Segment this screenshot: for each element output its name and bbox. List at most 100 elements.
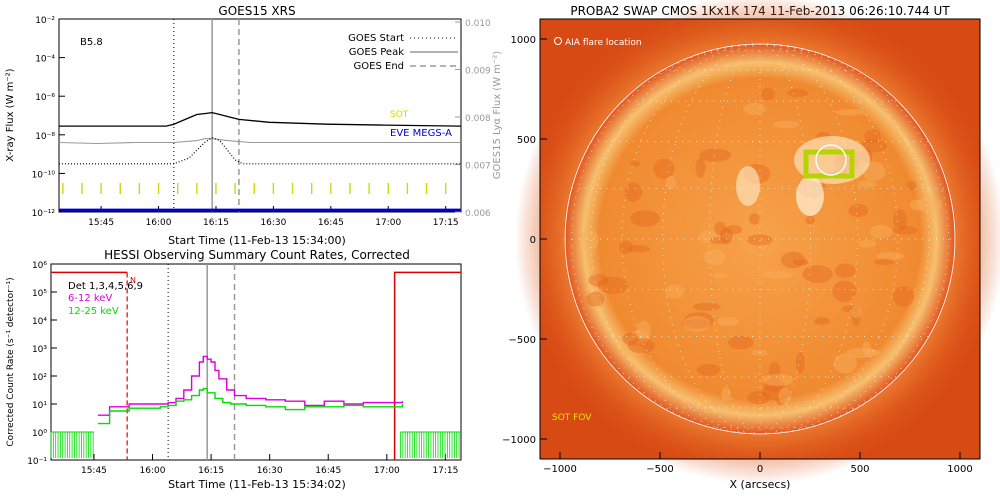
surface-patch	[862, 341, 871, 357]
surface-patch	[778, 386, 792, 405]
goes-rtick-label: 0.009	[465, 67, 491, 77]
surface-patch	[696, 363, 721, 376]
surface-patch	[695, 157, 706, 178]
surface-patch	[795, 352, 805, 374]
surface-patch	[833, 353, 858, 374]
sun-ytick-label: 1000	[511, 35, 536, 46]
surface-patch	[720, 227, 733, 245]
goes-ytick-label: 10⁻¹⁰	[32, 170, 56, 180]
surface-patch	[747, 391, 771, 405]
surface-patch	[906, 180, 917, 191]
surface-patch	[873, 258, 896, 265]
surface-patch	[630, 210, 661, 227]
surface-patch	[701, 397, 713, 415]
goes-rtick-label: 0.006	[465, 209, 491, 219]
surface-patch	[773, 120, 800, 129]
hessi-series-layer	[50, 264, 461, 460]
surface-patch	[683, 315, 711, 332]
goes-plot-frame	[58, 18, 462, 213]
goes-rtick-label: 0.010	[465, 19, 491, 29]
surface-patch	[728, 335, 754, 350]
surface-patch	[653, 158, 675, 180]
goes-ytick-label: 10⁻²	[35, 16, 55, 26]
longitude-line	[709, 43, 761, 435]
surface-patch	[721, 386, 731, 401]
surface-patch	[776, 397, 786, 405]
hessi-ytick-label: 10⁵	[32, 289, 47, 299]
hessi-xtick-label: 16:15	[198, 466, 224, 476]
surface-patch	[703, 248, 725, 266]
surface-patch	[802, 265, 833, 284]
surface-patch	[860, 139, 887, 153]
hessi-xtick-label: 16:00	[140, 466, 166, 476]
sun-surface-texture	[579, 63, 943, 415]
hessi-6-12kev-series	[97, 355, 404, 416]
surface-patch	[709, 237, 729, 244]
hessi-ytick-label: 10¹	[32, 401, 47, 411]
surface-patch	[864, 129, 882, 144]
surface-patch	[893, 209, 908, 231]
surface-patch	[693, 302, 721, 311]
surface-patch	[683, 312, 714, 329]
goes-rtick-label: 0.008	[465, 114, 491, 124]
surface-patch	[858, 240, 877, 248]
goes-rtick-label: 0.007	[465, 162, 491, 172]
loops-west	[736, 166, 760, 206]
goes-xtick-label: 16:30	[260, 218, 286, 228]
surface-patch	[717, 316, 739, 327]
goes-ytick-label: 10⁻⁸	[35, 132, 55, 142]
sun-panel: PROBA2 SWAP CMOS 1Kx1K 174 11-Feb-2013 0…	[502, 0, 1000, 491]
goes-long-series	[59, 111, 462, 127]
surface-patch	[893, 226, 918, 235]
lya-series	[58, 138, 461, 145]
hessi-xtick-label: 17:00	[374, 466, 400, 476]
surface-patch	[892, 286, 915, 307]
surface-patch	[707, 63, 724, 75]
surface-patch	[834, 263, 856, 278]
surface-patch	[786, 88, 809, 97]
hessi-xtick-label: 16:45	[315, 466, 341, 476]
sot-fov-label: SOT FOV	[552, 413, 592, 423]
goes-ylabel-right: GOES15 Lyα Flux (W m⁻²)	[492, 51, 503, 179]
sun-xtick-label: −500	[646, 464, 673, 475]
hessi-ytick-label: 10²	[32, 373, 47, 383]
goes-right-axis: 0.010 0.009 0.008 0.007 0.006	[455, 19, 491, 219]
surface-patch	[762, 373, 794, 387]
sun-xlabel: X (arcsecs)	[730, 478, 791, 491]
goes-ytick-label: 10⁻⁴	[35, 55, 55, 65]
surface-patch	[681, 319, 712, 330]
aia-flare-circle	[815, 144, 847, 176]
goes-legend: GOES Start GOES Peak GOES End	[348, 33, 458, 72]
surface-patch	[761, 384, 792, 401]
surface-patch	[832, 280, 857, 302]
sun-ytick-label: −1000	[502, 435, 536, 446]
longitude-line	[571, 43, 761, 435]
aia-label: AIA flare location	[565, 38, 642, 48]
hessi-ytick-label: 10³	[32, 345, 47, 355]
longitude-line	[759, 43, 811, 435]
surface-patch	[916, 196, 943, 213]
surface-patch	[619, 240, 633, 254]
surface-patch	[743, 102, 766, 115]
hessi-y-axis: 10⁶ 10⁵ 10⁴ 10³ 10² 10¹ 10⁰ 10⁻¹	[27, 261, 57, 467]
surface-patch	[851, 305, 862, 319]
surface-patch	[747, 234, 773, 246]
goes-left-axis: 10⁻² 10⁻⁴ 10⁻⁶ 10⁻⁸ 10⁻¹⁰ 10⁻¹²	[32, 16, 65, 219]
surface-patch	[665, 284, 684, 299]
surface-patch	[763, 378, 785, 393]
surface-patch	[793, 259, 809, 266]
surface-patch	[714, 221, 727, 236]
hessi-ytick-label: 10⁰	[32, 429, 47, 439]
goes-xtick-label: 16:15	[203, 218, 229, 228]
surface-patch	[597, 276, 629, 295]
surface-patch	[636, 320, 651, 342]
surface-patch	[725, 224, 743, 235]
eve-series-label: EVE MEGS-A	[390, 128, 452, 139]
goes-class-label: B5.8	[80, 37, 103, 48]
hessi-high-label: 12-25 keV	[68, 306, 119, 317]
sun-x-axis: −1000 −500 0 500 1000	[543, 452, 973, 475]
goes-xtick-label: 15:45	[88, 218, 114, 228]
sun-xtick-label: −1000	[543, 464, 577, 475]
surface-patch	[616, 344, 646, 358]
